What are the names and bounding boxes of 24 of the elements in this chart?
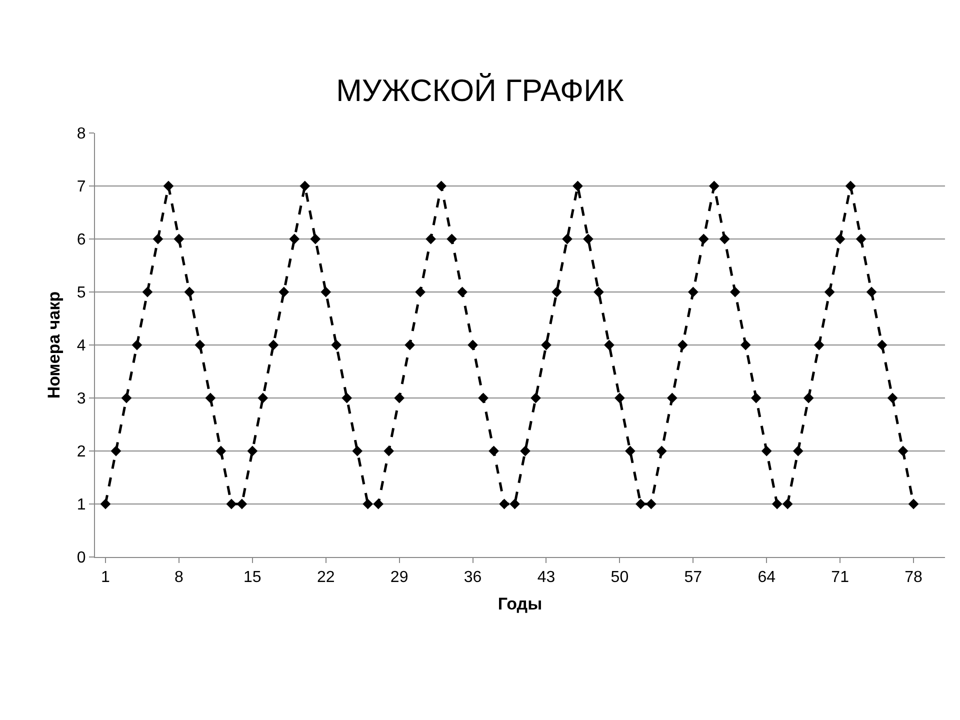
- x-tick-label: 64: [758, 569, 776, 586]
- x-tick-label: 43: [537, 569, 556, 586]
- y-tick-label: 1: [76, 496, 86, 514]
- x-tick-label: 71: [831, 569, 850, 586]
- y-axis-title: Номера чакр: [44, 291, 64, 399]
- chart-title: МУЖСКОЙ ГРАФИК: [336, 72, 624, 108]
- x-tick-label: 22: [316, 569, 335, 586]
- x-tick-label: 15: [244, 569, 262, 586]
- y-tick-label: 4: [76, 338, 86, 355]
- x-tick-label: 8: [174, 569, 184, 586]
- y-tick-label: 8: [76, 126, 86, 143]
- y-tick-label: 3: [76, 390, 86, 408]
- x-tick-label: 78: [904, 569, 923, 586]
- x-tick-label: 50: [610, 569, 629, 586]
- x-tick-label: 29: [390, 569, 408, 586]
- x-tick-label: 57: [684, 569, 702, 586]
- y-tick-label: 5: [76, 284, 86, 302]
- y-tick-label: 0: [76, 550, 86, 567]
- x-tick-label: 36: [464, 569, 482, 586]
- y-tick-label: 7: [76, 178, 86, 196]
- y-tick-label: 6: [76, 232, 86, 249]
- x-tick-label: 1: [101, 569, 110, 586]
- x-axis-title: Годы: [498, 594, 542, 614]
- y-tick-label: 2: [76, 444, 86, 461]
